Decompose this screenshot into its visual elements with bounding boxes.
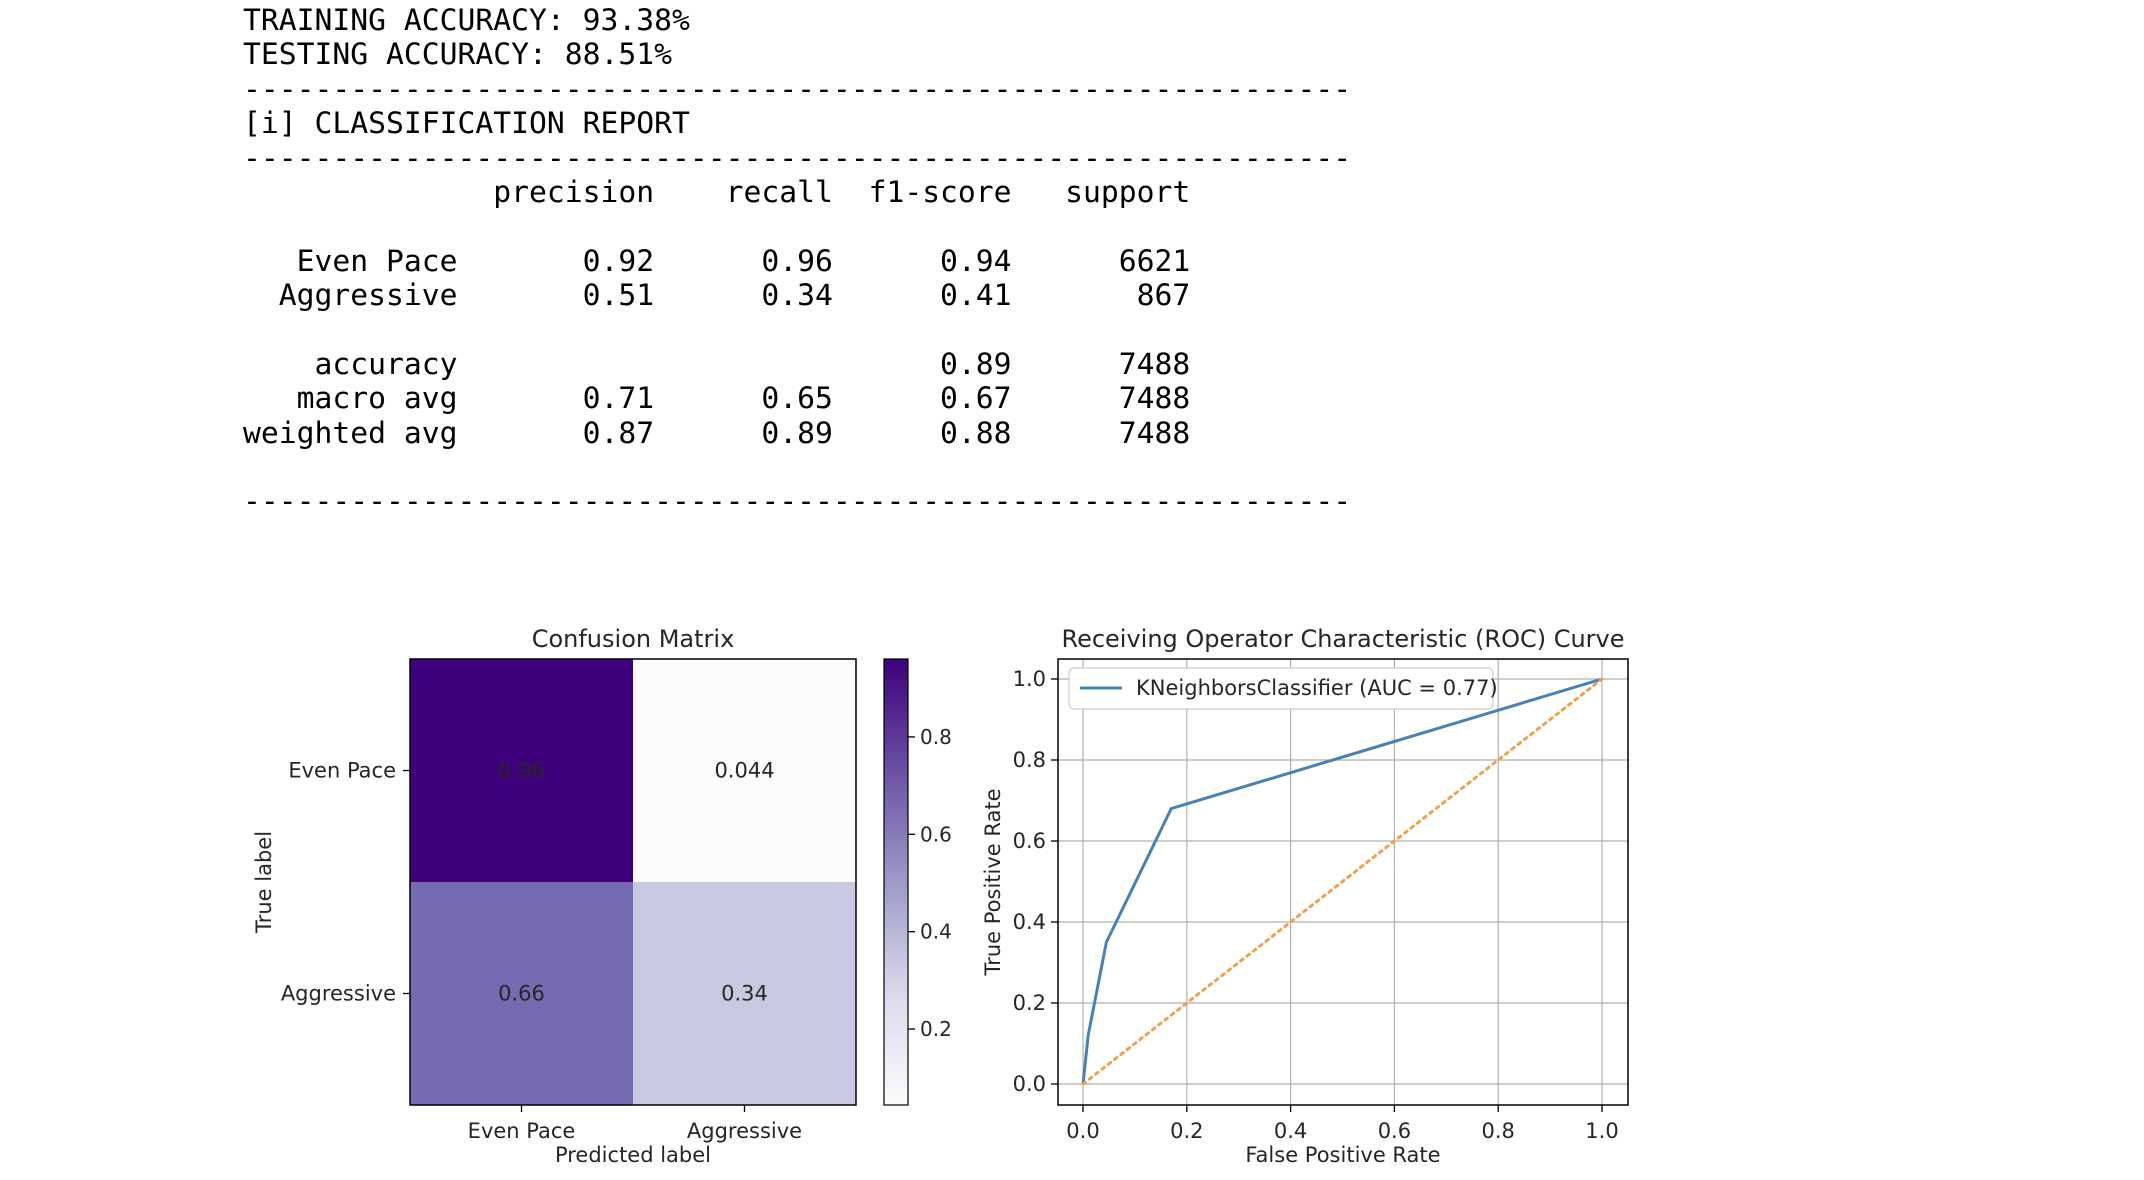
y-tick-label: 0.4 [1013,910,1046,934]
y-axis-label: True Positive Rate [981,788,1005,976]
report-row: Aggressive 0.51 0.34 0.41 867 [243,278,1191,314]
report-row: Even Pace 0.92 0.96 0.94 6621 [243,243,1191,279]
chance-reference-line [1081,677,1604,1086]
cell-value-label: 0.96 [498,759,545,783]
matrix-frame [409,658,857,1106]
matrix-cell [633,882,856,1105]
x-tick-label: Even Pace [468,1119,576,1143]
report-header-row: precision recall f1-score support [243,174,1191,210]
x-tick-label: 0.2 [1170,1119,1203,1143]
y-axis-label: True label [252,831,276,934]
roc-data-point [1170,807,1173,810]
roc-data-point [1087,1034,1089,1037]
plot-frame [1057,658,1629,1106]
colorbar [883,658,909,1106]
legend-label: KNeighborsClassifier (AUC = 0.77) [1136,676,1498,700]
x-axis-label: Predicted label [555,1143,711,1167]
y-tick-label: Even Pace [288,759,396,783]
matrix-cell [633,659,856,882]
separator-line: ----------------------------------------… [243,71,1352,107]
cell-value-label: 0.34 [721,982,768,1006]
y-tick-label: Aggressive [281,982,396,1006]
chart-title: Receiving Operator Characteristic (ROC) … [1061,625,1624,653]
cell-value-label: 0.044 [714,759,774,783]
report-heading: [i] CLASSIFICATION REPORT [243,106,690,142]
separator-line: ----------------------------------------… [243,484,1352,520]
chart-title: Confusion Matrix [532,625,735,653]
y-tick-label: 1.0 [1013,667,1046,691]
y-tick-label: 0.0 [1013,1072,1046,1096]
x-tick-label: 0.8 [1481,1119,1514,1143]
chance-data-point [1082,1083,1084,1085]
separator-line: ----------------------------------------… [243,140,1352,176]
cell-value-label: 0.66 [498,982,545,1006]
matrix-cell [410,659,633,882]
y-tick-label: 0.6 [1013,829,1046,853]
y-tick-label: 0.8 [1013,748,1046,772]
x-tick-label: Aggressive [687,1119,802,1143]
legend-box [1068,667,1494,710]
x-tick-label: 0.6 [1378,1119,1411,1143]
report-row: accuracy 0.89 7488 [243,346,1191,382]
colorbar-tick-label: 0.4 [920,920,952,944]
chance-data-point [1601,678,1603,680]
confusion-matrix-chart: 0.96 0.044 0.66 0.34 Confusion Matrix Even Pa… [252,625,952,1167]
colorbar-tick-label: 0.8 [920,725,952,749]
testing-accuracy: TESTING ACCURACY: 88.51% [243,37,672,73]
report-row: macro avg 0.71 0.65 0.67 7488 [243,381,1191,417]
legend: KNeighborsClassifier (AUC = 0.77) [1068,667,1498,710]
x-tick-label: 0.4 [1274,1119,1307,1143]
classification-report: TRAINING ACCURACY: 93.38% TESTING ACCURAC… [243,3,1352,520]
y-tick-label: 0.2 [1013,991,1046,1015]
training-accuracy: TRAINING ACCURACY: 93.38% [243,3,690,38]
x-axis-label: False Positive Rate [1245,1143,1440,1167]
x-tick-label: 1.0 [1585,1119,1618,1143]
roc-curve-chart: 0.0 0.2 0.4 0.6 0.8 1.0 0.0 0.2 0.4 0.6 0.8 1.0 Rece… [981,625,1629,1167]
report-row: weighted avg 0.87 0.89 0.88 7488 [243,415,1191,451]
colorbar-tick-label: 0.6 [920,822,952,846]
roc-data-point [1105,941,1108,944]
colorbar-tick-label: 0.2 [920,1017,952,1041]
x-tick-label: 0.0 [1066,1119,1099,1143]
matrix-cell [410,882,633,1105]
